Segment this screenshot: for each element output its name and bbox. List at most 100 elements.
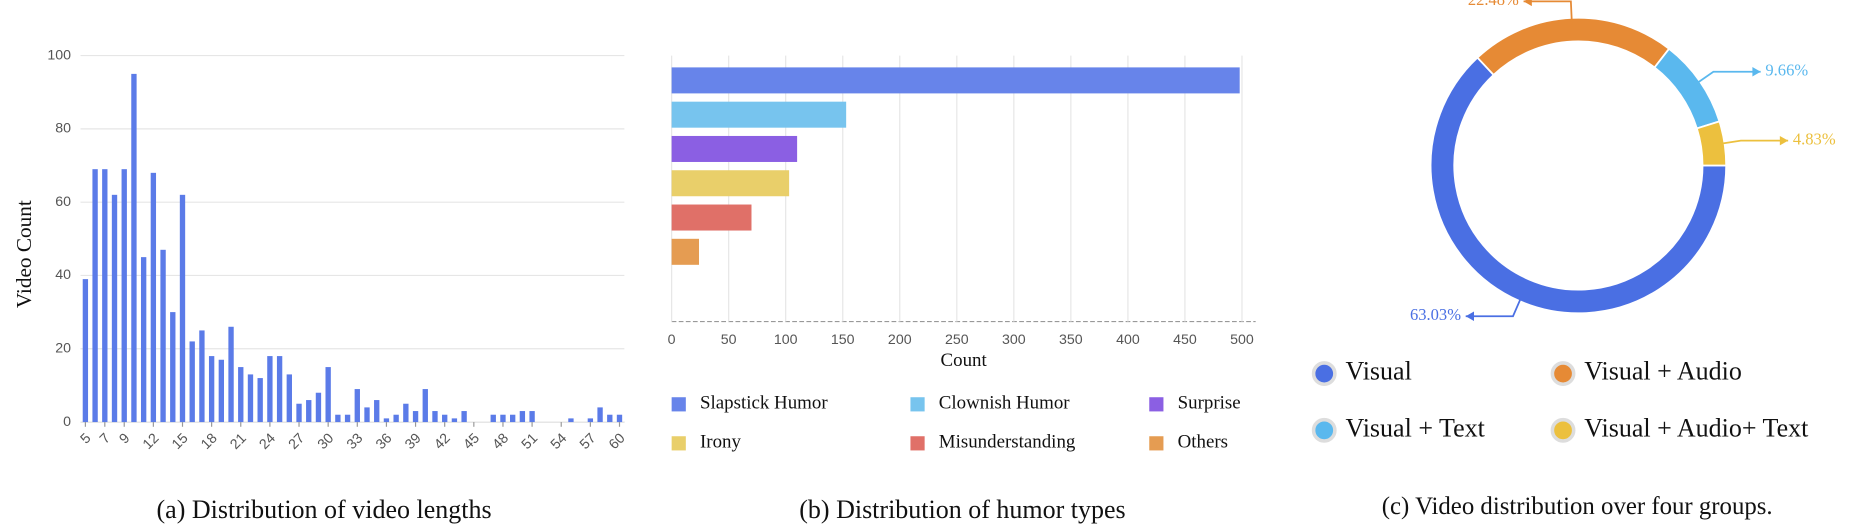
y-tick-label: 20 [55, 341, 71, 357]
x-tick-label: 200 [888, 332, 912, 348]
x-tick-label: 500 [1230, 332, 1254, 348]
x-tick-label: 250 [945, 332, 969, 348]
bar [568, 418, 574, 423]
bar [111, 194, 118, 423]
x-tick-label: 27 [286, 430, 309, 453]
legend-swatch [1550, 417, 1576, 443]
bar [587, 418, 594, 423]
legend-label: Slapstick Humor [700, 393, 828, 414]
bar [671, 135, 798, 162]
bar [616, 414, 623, 423]
x-tick-label: 24 [256, 430, 279, 453]
slice-label: 4.83% [1793, 129, 1836, 148]
x-tick-label: 36 [373, 430, 396, 453]
donut-slice [1476, 16, 1671, 77]
x-tick-label: 45 [460, 430, 483, 453]
bar [150, 172, 157, 423]
x-tick-label: 50 [721, 332, 737, 348]
bar [335, 414, 341, 423]
bar [131, 73, 137, 423]
y-axis-label: Video Count [12, 200, 36, 308]
bar [179, 194, 186, 423]
bar [510, 414, 516, 423]
x-tick-label: 7 [97, 430, 114, 447]
legend-swatch [910, 397, 925, 412]
callout [1523, 0, 1573, 26]
bar [451, 418, 458, 423]
bar [140, 257, 147, 423]
y-tick-label: 0 [63, 414, 71, 430]
bar [247, 374, 254, 423]
bar [189, 341, 195, 423]
bar [276, 356, 283, 423]
x-tick-label: 9 [116, 430, 133, 447]
x-tick-label: 39 [402, 430, 425, 453]
bar [354, 389, 360, 423]
bar [364, 407, 370, 423]
legend-swatch [1311, 417, 1337, 443]
bar [315, 392, 322, 423]
legend-swatch [910, 436, 925, 451]
bar [218, 359, 225, 423]
x-tick-label: 21 [227, 430, 250, 453]
legend-label: Visual + Audio [1584, 357, 1742, 386]
y-tick-label: 40 [55, 267, 71, 283]
callout-arrow [1465, 311, 1474, 321]
slice-label: 22.48% [1468, 0, 1519, 9]
legend-label: Misunderstanding [939, 432, 1076, 453]
bar [199, 330, 205, 423]
x-tick-label: 0 [668, 332, 676, 348]
bar [671, 67, 1240, 94]
x-axis-label: Count [941, 350, 988, 371]
legend-label: Visual + Text [1346, 413, 1486, 442]
bar [519, 411, 526, 423]
bar [160, 249, 166, 423]
callout [1465, 294, 1524, 318]
x-tick-label: 350 [1059, 332, 1083, 348]
bar [121, 169, 127, 423]
bar [102, 169, 108, 423]
bar [228, 326, 234, 423]
legend-label: Irony [700, 432, 741, 453]
legend-swatch [1149, 436, 1164, 451]
bar [92, 169, 98, 423]
bar [383, 418, 390, 423]
bar [238, 367, 244, 423]
bar [412, 411, 419, 423]
callout [1717, 139, 1789, 146]
bar [671, 101, 847, 128]
bar [597, 407, 603, 423]
slice-label: 63.03% [1410, 305, 1461, 324]
bar [442, 414, 448, 423]
x-tick-label: 400 [1116, 332, 1140, 348]
bar [432, 411, 438, 423]
bar [403, 403, 409, 423]
legend-label: Clownish Humor [939, 393, 1070, 414]
bar [607, 414, 613, 423]
legend-swatch [671, 397, 686, 412]
caption: (b) Distribution of humor types [799, 495, 1125, 524]
y-tick-label: 80 [55, 121, 71, 137]
donut-slice [1653, 47, 1721, 130]
legend-swatch [1311, 361, 1337, 386]
bar [671, 204, 752, 231]
x-tick-label: 51 [519, 430, 542, 453]
bar [82, 279, 89, 423]
y-tick-label: 100 [47, 47, 71, 63]
legend-label: Surprise [1178, 393, 1241, 414]
x-tick-label: 300 [1002, 332, 1026, 348]
bar [422, 389, 428, 423]
x-tick-label: 30 [315, 430, 338, 453]
bar [671, 170, 790, 197]
x-tick-label: 54 [548, 430, 571, 453]
x-tick-label: 42 [431, 430, 454, 453]
x-tick-label: 450 [1173, 332, 1197, 348]
bar [529, 411, 535, 423]
x-tick-label: 57 [577, 430, 600, 453]
bar [500, 414, 506, 423]
bar [671, 238, 700, 265]
donut-slice [1695, 120, 1728, 167]
bar [393, 414, 399, 423]
x-tick-label: 100 [774, 332, 798, 348]
